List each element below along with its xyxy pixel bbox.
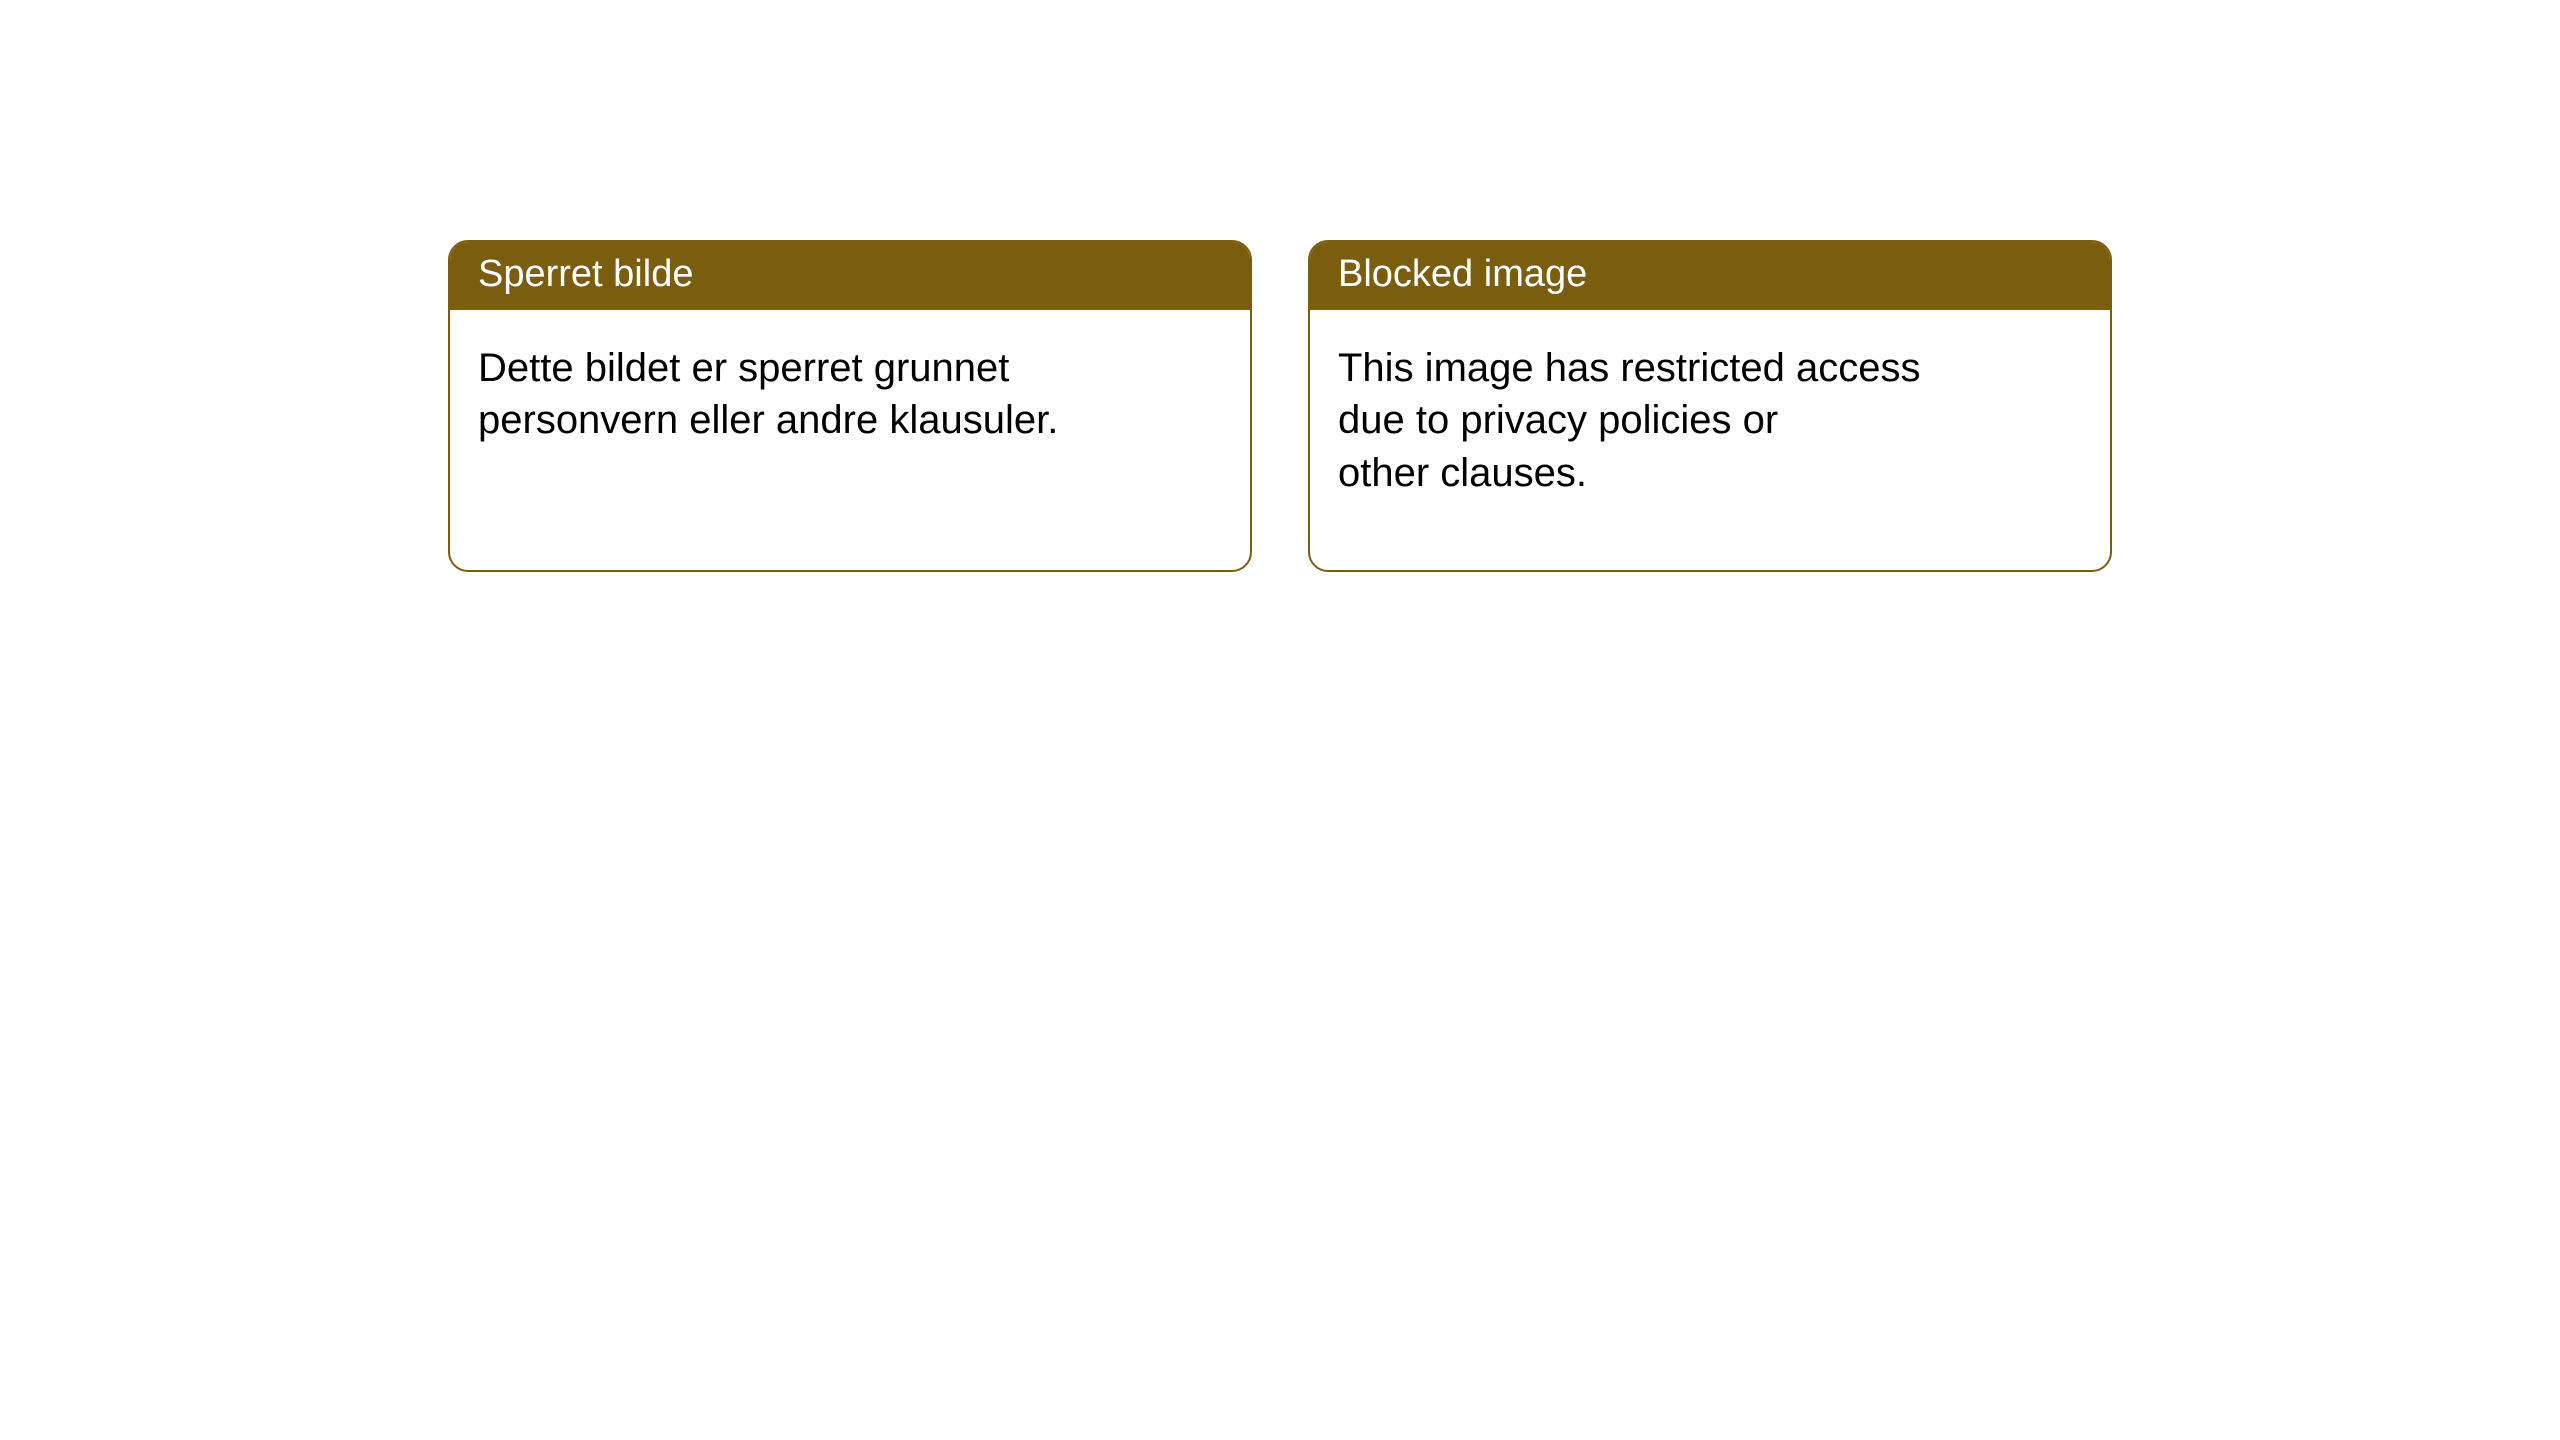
notice-body: Dette bildet er sperret grunnet personve…	[450, 310, 1150, 518]
notice-title: Blocked image	[1310, 242, 2110, 310]
notice-card-norwegian: Sperret bilde Dette bildet er sperret gr…	[448, 240, 1252, 572]
notice-container: Sperret bilde Dette bildet er sperret gr…	[0, 0, 2560, 572]
notice-body: This image has restricted access due to …	[1310, 310, 2010, 570]
notice-card-english: Blocked image This image has restricted …	[1308, 240, 2112, 572]
notice-title: Sperret bilde	[450, 242, 1250, 310]
